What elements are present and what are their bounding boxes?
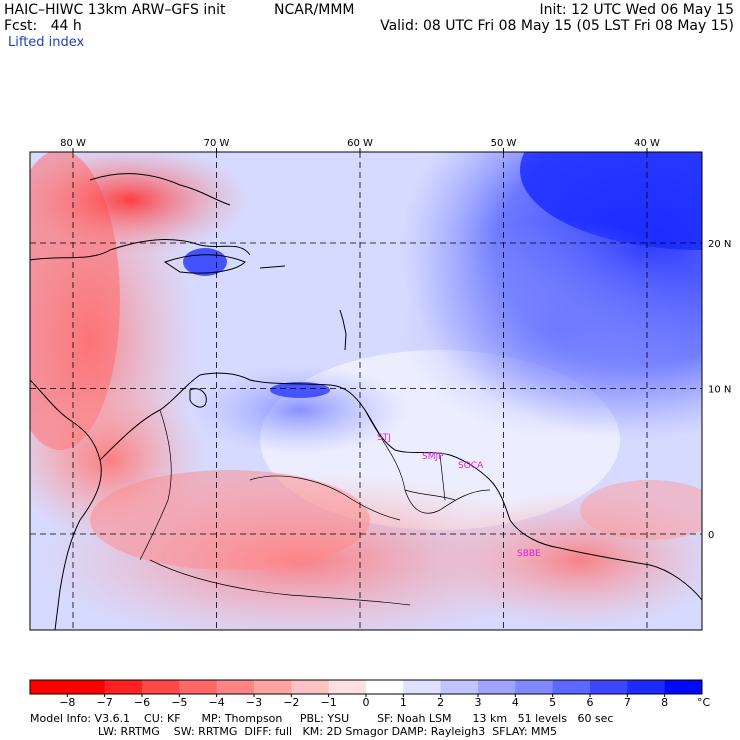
station-label: SMJP xyxy=(422,452,444,462)
latitude-label: 10 N xyxy=(708,385,731,396)
model-title: HAIC–HIWC 13km ARW–GFS init xyxy=(4,2,226,18)
colorbar-label: 0 xyxy=(363,696,370,709)
country-borders xyxy=(139,409,491,606)
colorbar-label: 1 xyxy=(400,696,407,709)
colorbar-swatch xyxy=(478,680,516,694)
forecast-hour: Fcst: 44 h xyxy=(4,18,82,34)
colorbar-label: 7 xyxy=(624,696,631,709)
colorbar-swatch xyxy=(366,680,404,694)
colorbar-swatch xyxy=(291,680,330,694)
colorbar-label: 6 xyxy=(587,696,594,709)
valid-time: Valid: 08 UTC Fri 08 May 15 (05 LST Fri … xyxy=(380,18,734,34)
colorbar-label: −2 xyxy=(283,696,299,709)
latitude-label: 20 N xyxy=(708,239,731,250)
model-info-line1: Model Info: V3.6.1 CU: KF MP: Thompson P… xyxy=(30,712,614,725)
latitude-label: 0 xyxy=(708,530,714,541)
station-label: STJ xyxy=(377,433,391,443)
colorbar: −8 −7 −6 −5 −4 −3 −2 −1 0 1 2 3 4 5 6 7 8 °C xyxy=(29,679,711,709)
colorbar-label: −6 xyxy=(134,696,150,709)
colorbar-label: −7 xyxy=(97,696,113,709)
longitude-label: 70 W xyxy=(204,138,230,149)
colorbar-label: 3 xyxy=(475,696,482,709)
colorbar-swatch xyxy=(179,680,218,694)
field-name: Lifted index xyxy=(8,35,85,50)
colorbar-swatch xyxy=(30,680,68,694)
latitude-labels: 20 N 10 N 0 xyxy=(708,239,731,541)
colorbar-label: −1 xyxy=(321,696,337,709)
colorbar-swatch xyxy=(104,680,143,694)
colorbar-swatch xyxy=(664,680,703,694)
colorbar-swatch xyxy=(328,680,367,694)
station-label: SBBE xyxy=(517,549,541,559)
longitude-label: 60 W xyxy=(347,138,373,149)
init-time: Init: 12 UTC Wed 06 May 15 xyxy=(539,2,734,18)
model-info-line2: LW: RRTMG SW: RRTMG DIFF: full KM: 2D Sm… xyxy=(98,725,558,738)
colorbar-unit: °C xyxy=(697,696,711,709)
colorbar-swatch xyxy=(403,680,442,694)
longitude-label: 40 W xyxy=(634,138,660,149)
colorbar-swatch xyxy=(67,680,106,694)
colorbar-label: 2 xyxy=(437,696,444,709)
colorbar-label: 4 xyxy=(512,696,519,709)
colorbar-swatch xyxy=(590,680,628,694)
colorbar-label: −5 xyxy=(171,696,187,709)
longitude-label: 50 W xyxy=(491,138,517,149)
longitude-labels: 80 W 70 W 60 W 50 W 40 W xyxy=(60,138,660,152)
map-frame xyxy=(29,151,703,631)
colorbar-swatch xyxy=(216,680,255,694)
graticule xyxy=(30,152,702,630)
colorbar-label: 5 xyxy=(549,696,556,709)
colorbar-swatch xyxy=(552,680,591,694)
colorbar-label: −4 xyxy=(209,696,225,709)
coastlines xyxy=(30,173,702,630)
colorbar-label: −3 xyxy=(246,696,262,709)
longitude-label: 80 W xyxy=(60,138,86,149)
center-label: NCAR/MMM xyxy=(274,2,355,18)
lifted-index-field xyxy=(30,152,702,630)
station-label: SOCA xyxy=(458,461,484,471)
colorbar-label: 8 xyxy=(661,696,668,709)
station-labels: STJ SMJP SOCA SBBE xyxy=(377,433,541,559)
colorbar-swatch xyxy=(254,680,292,694)
colorbar-swatch xyxy=(627,680,666,694)
colorbar-label: −8 xyxy=(59,696,75,709)
colorbar-swatch xyxy=(515,680,554,694)
colorbar-swatch xyxy=(142,680,180,694)
colorbar-swatch xyxy=(440,680,479,694)
